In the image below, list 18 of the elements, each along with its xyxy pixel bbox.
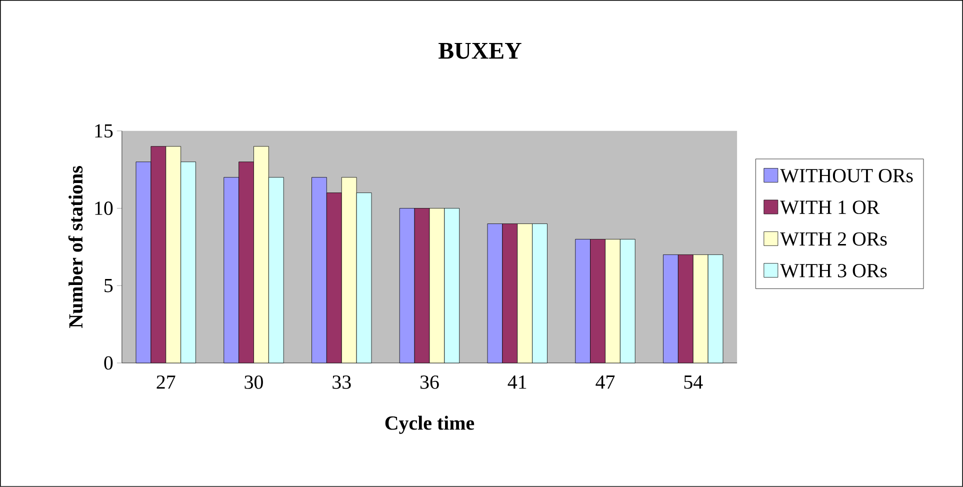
legend-label: WITH 1 OR [780, 200, 880, 214]
x-tick-label: 27 [156, 376, 176, 389]
legend-label: WITH 3 ORs [780, 264, 887, 278]
y-tick-label: 10 [95, 202, 113, 216]
x-tick-label: 36 [420, 376, 439, 389]
x-tick-label: 33 [332, 376, 351, 389]
y-tick-label: 15 [95, 124, 113, 138]
x-tick-label: 54 [684, 376, 703, 389]
y-tick-label: 0 [104, 356, 113, 370]
y-tick-label: 5 [104, 279, 113, 292]
legend-label: WITHOUT ORs [780, 169, 913, 182]
x-tick-label: 41 [508, 376, 526, 389]
chart-title: BUXEY [438, 43, 522, 59]
y-axis-title: Number of stations [68, 166, 83, 328]
legend-label: WITH 2 ORs [780, 232, 887, 246]
x-tick-label: 30 [244, 376, 263, 389]
x-tick-label: 47 [596, 376, 615, 389]
x-axis-title: Cycle time [385, 416, 474, 434]
